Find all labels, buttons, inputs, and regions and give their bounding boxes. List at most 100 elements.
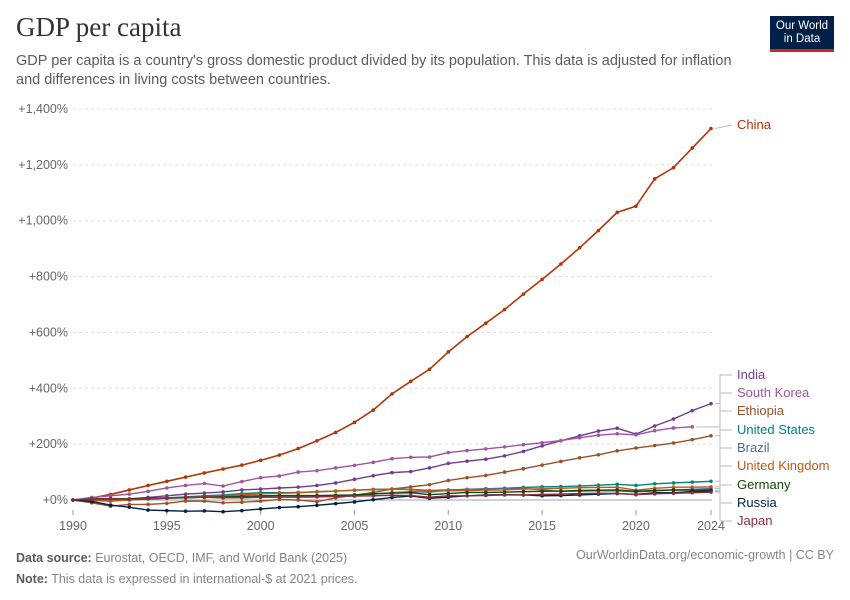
data-point: [352, 488, 357, 493]
data-point: [296, 485, 300, 489]
series-label-brazil[interactable]: Brazil: [737, 440, 770, 455]
data-point: [315, 503, 319, 508]
data-point: [127, 492, 132, 496]
data-point: [615, 432, 619, 436]
data-point: [484, 493, 488, 498]
data-point: [277, 505, 282, 510]
data-point: [258, 495, 263, 500]
data-point: [671, 481, 676, 485]
data-point: [258, 507, 263, 511]
data-point: [202, 509, 207, 513]
data-point: [352, 500, 357, 504]
source-text[interactable]: Eurostat, OECD, IMF, and World Bank (202…: [95, 551, 348, 565]
x-tick-label: 2005: [341, 519, 369, 533]
data-point: [108, 497, 113, 501]
data-point: [315, 499, 319, 504]
data-point: [371, 460, 376, 465]
x-tick-label: 2024: [697, 519, 725, 533]
data-point: [634, 483, 638, 488]
data-point: [690, 490, 695, 495]
label-connector: [715, 447, 732, 490]
source-label: Data source:: [16, 551, 92, 565]
data-point: [352, 463, 357, 468]
label-connector: [696, 392, 732, 428]
series-line-india[interactable]: [72, 402, 712, 502]
data-point: [540, 440, 544, 445]
data-point: [258, 499, 263, 503]
data-point: [690, 485, 695, 489]
data-point: [540, 489, 544, 494]
data-point: [277, 474, 282, 478]
data-point: [671, 488, 676, 492]
data-point: [221, 490, 225, 494]
data-point: [108, 503, 113, 507]
data-point: [596, 429, 601, 433]
data-point: [652, 443, 657, 448]
label-connector: [715, 491, 732, 522]
data-point: [502, 307, 507, 312]
x-tick-label: 1995: [153, 519, 181, 533]
x-tick-label: 2000: [247, 519, 275, 533]
data-point: [296, 446, 300, 451]
data-point: [240, 508, 244, 513]
data-point: [446, 350, 451, 354]
data-point: [709, 485, 713, 489]
data-point: [465, 459, 469, 463]
note-label: Note:: [16, 572, 48, 586]
data-point: [671, 165, 676, 170]
data-point: [577, 488, 582, 493]
data-point: [615, 491, 619, 496]
series-label-japan[interactable]: Japan: [737, 513, 772, 528]
series-label-china[interactable]: China: [737, 117, 772, 132]
data-point: [521, 466, 526, 471]
series-lines: [71, 126, 713, 514]
data-point: [521, 449, 526, 454]
series-label-germany[interactable]: Germany: [737, 477, 791, 492]
data-point: [521, 442, 526, 447]
data-point: [390, 392, 394, 396]
data-point: [296, 490, 300, 495]
note-text: This data is expressed in international-…: [51, 572, 358, 586]
footer-notes: Data source: Eurostat, OECD, IMF, and Wo…: [16, 548, 358, 590]
label-connector: [715, 429, 732, 482]
label-connector: [715, 374, 732, 405]
series-label-united-states[interactable]: United States: [737, 422, 816, 437]
data-point: [465, 490, 469, 495]
data-point: [315, 495, 319, 499]
owid-logo[interactable]: Our World in Data: [770, 16, 834, 52]
footer-link[interactable]: OurWorldinData.org/economic-growth | CC …: [576, 548, 834, 562]
data-point: [183, 483, 188, 488]
series-label-united-kingdom[interactable]: United Kingdom: [737, 458, 830, 473]
data-point: [165, 486, 169, 490]
data-point: [465, 494, 469, 498]
data-point: [427, 482, 432, 487]
series-line-south-korea[interactable]: [72, 426, 693, 501]
series-label-russia[interactable]: Russia: [737, 495, 778, 510]
series-label-ethiopia[interactable]: Ethiopia: [737, 403, 785, 418]
data-point: [577, 491, 582, 496]
x-tick-label: 1990: [59, 519, 87, 533]
data-point: [540, 492, 544, 497]
data-point: [634, 492, 638, 497]
y-axis-ticks: +0% +200% +400% +600% +800% +1,000% +1,200% +1,…: [18, 102, 68, 507]
data-point: [240, 500, 244, 505]
data-point: [296, 495, 300, 500]
data-point: [502, 454, 507, 458]
data-point: [446, 461, 451, 466]
data-point: [221, 500, 225, 505]
data-point: [521, 292, 526, 296]
series-label-india[interactable]: India: [737, 367, 766, 382]
data-point: [146, 502, 150, 507]
series-label-south-korea[interactable]: South Korea: [737, 385, 810, 400]
data-point: [577, 485, 582, 490]
data-point: [615, 485, 619, 489]
data-point: [596, 485, 601, 490]
data-point: [146, 489, 150, 494]
data-point: [652, 492, 657, 496]
data-point: [258, 475, 263, 480]
data-point: [540, 444, 544, 448]
data-point: [634, 446, 638, 450]
data-point: [89, 497, 94, 501]
data-point: [221, 509, 225, 514]
data-point: [315, 438, 319, 443]
